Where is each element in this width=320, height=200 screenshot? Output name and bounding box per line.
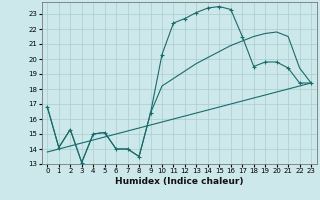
X-axis label: Humidex (Indice chaleur): Humidex (Indice chaleur) — [115, 177, 244, 186]
